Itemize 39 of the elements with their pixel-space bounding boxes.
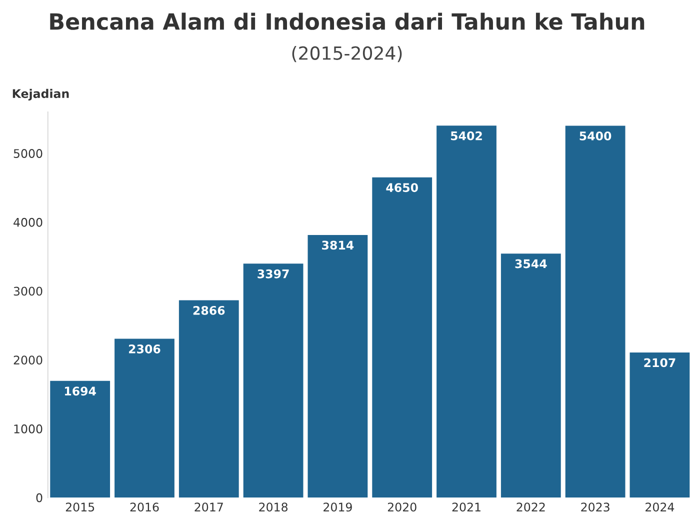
data-label: 3397	[258, 269, 289, 278]
x-tick-label: 2016	[130, 502, 159, 512]
bar	[243, 264, 304, 498]
bar	[372, 177, 432, 498]
data-label: 5402	[450, 131, 482, 140]
x-tick-label: 2024	[646, 502, 674, 512]
x-tick-label: 2023	[581, 502, 610, 512]
x-tick-label: 2020	[388, 502, 416, 512]
x-tick-label: 2018	[259, 502, 288, 512]
bar	[630, 352, 690, 498]
data-label: 3814	[322, 240, 354, 250]
bar	[178, 300, 239, 498]
x-tick-label: 2019	[324, 502, 352, 512]
data-label: 5400	[580, 132, 612, 140]
bar	[114, 338, 174, 498]
bar	[50, 380, 110, 498]
y-tick-label: 2000	[14, 356, 42, 365]
data-label: 3544	[515, 259, 547, 268]
y-tick-label: 3000	[14, 286, 42, 296]
bar	[308, 234, 368, 498]
x-tick-label: 2021	[452, 502, 480, 512]
y-tick-label: 1000	[14, 424, 42, 434]
y-tick-label: 5000	[14, 149, 42, 158]
data-label: 4650	[386, 183, 418, 192]
x-tick-label: 2022	[516, 502, 545, 512]
data-label: 2866	[193, 306, 225, 315]
x-tick-label: 2017	[194, 502, 223, 512]
y-tick-label: 0	[36, 493, 42, 502]
y-tick-label: 4000	[14, 218, 42, 227]
data-label: 2107	[644, 358, 676, 368]
y-axis-title: Kejadian	[12, 88, 69, 100]
bar	[500, 254, 561, 498]
x-tick-label: 2015	[66, 502, 94, 512]
data-label: 2306	[128, 344, 160, 354]
chart-title: Bencana Alam di Indonesia dari Tahun ke Tahun	[50, 12, 644, 30]
chart-subtitle: (2015-2024)	[292, 46, 402, 62]
data-label: 1694	[64, 386, 96, 396]
bar	[436, 126, 496, 498]
bar	[565, 126, 626, 498]
